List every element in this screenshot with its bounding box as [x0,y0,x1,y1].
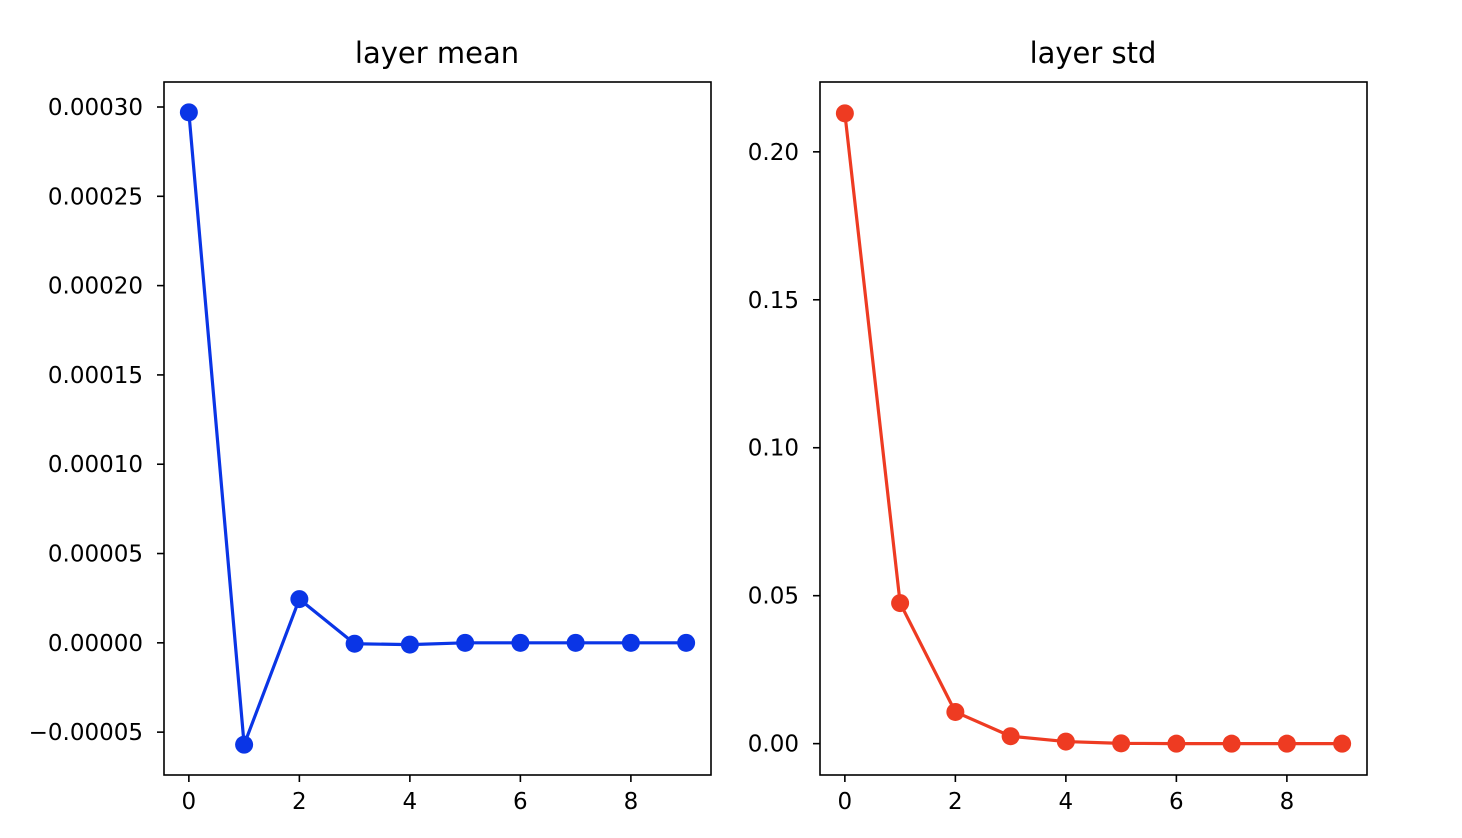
data-point [235,735,254,754]
y-tick-label: −0.00005 [29,720,143,746]
chart-title: layer std [1030,36,1157,70]
y-tick-label: 0.00005 [48,542,143,568]
y-tick-label: 0.00 [748,732,799,758]
data-point [1001,727,1020,746]
data-point [1333,734,1352,753]
chart-title: layer mean [355,36,519,70]
data-point [1277,734,1296,753]
x-tick-label: 8 [1280,789,1295,815]
data-point [179,103,198,122]
series-line [843,113,1343,746]
data-point [621,633,640,652]
y-tick-label: 0.00010 [48,452,143,478]
y-tick-label: 0.20 [748,140,799,166]
data-point [345,634,364,653]
plot-area [819,81,1368,776]
chart-layer-std: layer std 0 2 4 6 8 0.00 0.05 0.10 0.15 0.20 [748,36,1368,815]
x-tick-label: 4 [1059,789,1074,815]
x-tick-label: 2 [292,789,307,815]
data-point [891,594,910,613]
plot-area [163,81,712,776]
data-point [835,104,854,123]
y-tick-label: 0.00020 [48,274,143,300]
x-tick-label: 0 [838,789,853,815]
data-point [290,590,309,609]
data-point [677,633,696,652]
x-tick-label: 0 [182,789,197,815]
data-point [1112,734,1131,753]
series-line [187,112,687,747]
x-tick-label: 6 [1169,789,1184,815]
x-tick-label: 2 [948,789,963,815]
y-tick-label: 0.00015 [48,363,143,389]
chart-layer-mean: layer mean 0 2 4 6 8 −0.00005 0.00000 0.00005 0.… [29,36,712,815]
y-tick-label: 0.10 [748,436,799,462]
data-point [946,702,965,721]
data-point [400,635,419,654]
y-tick-label: 0.00000 [48,631,143,657]
x-tick-label: 8 [624,789,639,815]
data-point [1056,732,1075,751]
data-point [511,633,530,652]
y-tick-label: 0.00025 [48,184,143,210]
y-tick-label: 0.15 [748,288,799,314]
y-tick-label: 0.00030 [48,95,143,121]
data-point [1167,734,1186,753]
x-tick-label: 6 [513,789,528,815]
data-point [456,633,475,652]
x-tick-label: 4 [403,789,418,815]
data-point [1222,734,1241,753]
y-tick-label: 0.05 [748,584,799,610]
data-point [566,633,585,652]
